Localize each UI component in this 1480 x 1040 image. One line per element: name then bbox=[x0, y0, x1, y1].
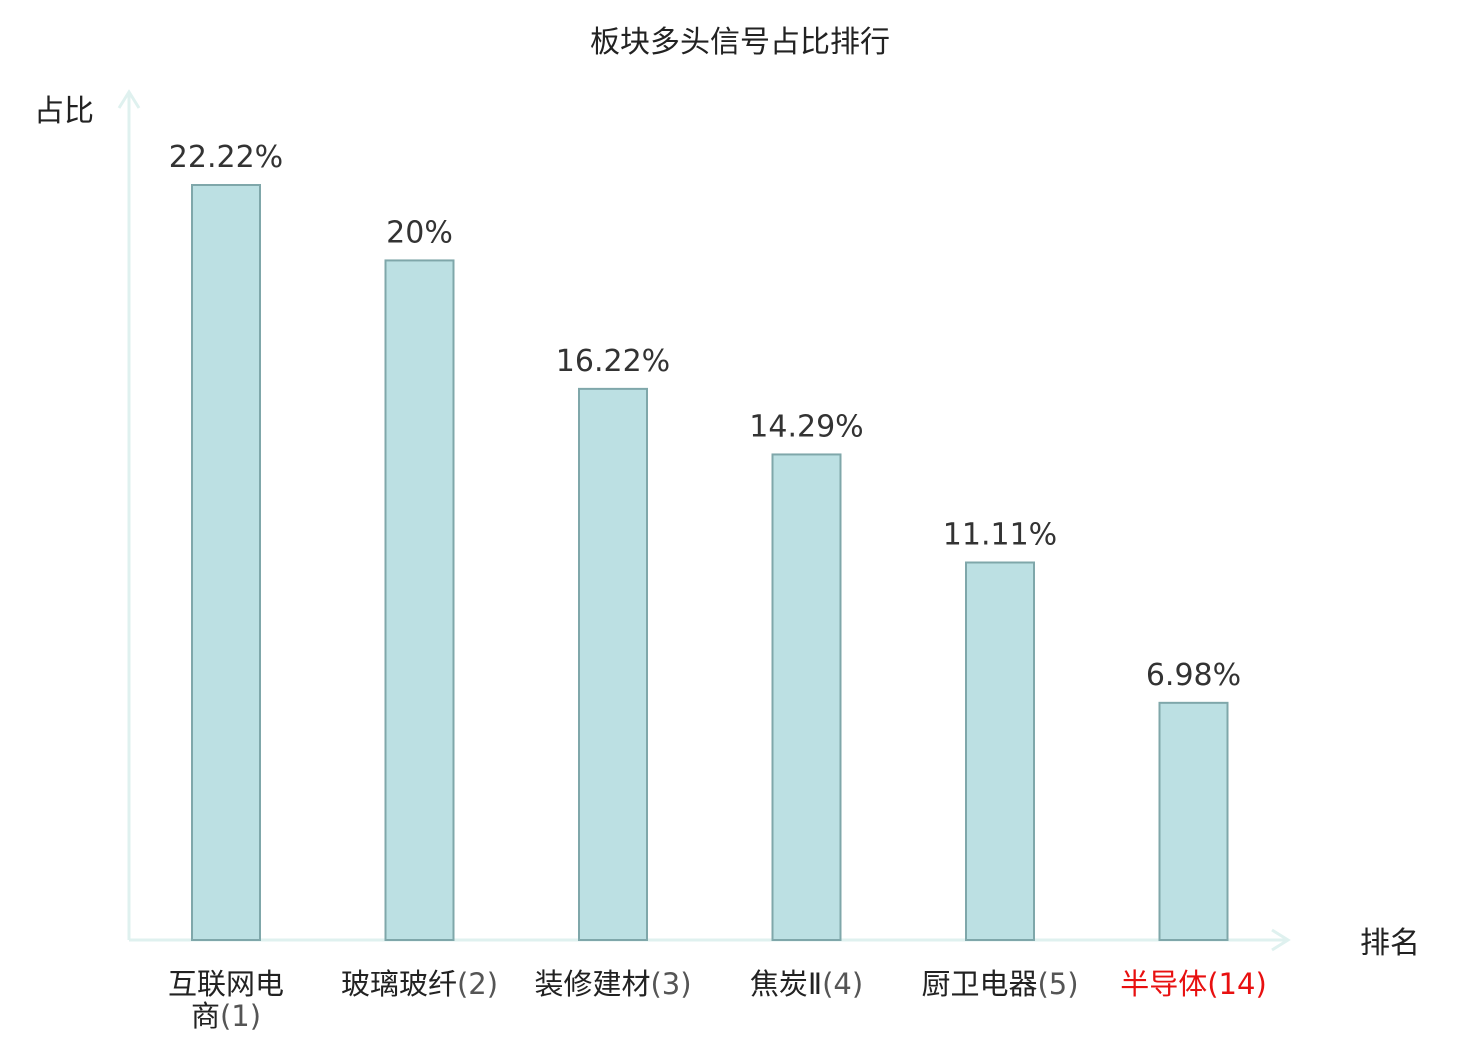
chart-title: 板块多头信号占比排行 bbox=[590, 25, 890, 60]
category-label: 半导体(14) bbox=[1120, 967, 1267, 1001]
x-axis-title: 排名 bbox=[1360, 926, 1420, 961]
value-label: 6.98% bbox=[1146, 658, 1241, 693]
bar bbox=[771, 453, 842, 941]
value-label: 16.22% bbox=[556, 344, 670, 379]
bars bbox=[191, 184, 1229, 942]
bar bbox=[384, 259, 455, 941]
bar bbox=[191, 184, 261, 941]
x-axis-arrow bbox=[1271, 928, 1291, 952]
category-label: 玻璃玻纤(2) bbox=[341, 967, 498, 1001]
value-label: 22.22% bbox=[169, 140, 283, 175]
bar bbox=[1158, 701, 1229, 942]
bar bbox=[578, 387, 648, 942]
value-label: 20% bbox=[386, 215, 453, 250]
value-label: 11.11% bbox=[943, 518, 1057, 553]
category-labels: 互联网电商(1) 玻璃玻纤(2) 装修建材(3) 焦炭Ⅱ(4) 厨卫电器(5) 半导体(1… bbox=[168, 967, 1267, 1033]
value-label: 14.29% bbox=[749, 409, 863, 444]
category-label: 互联网电商(1) bbox=[168, 967, 284, 1033]
y-axis-arrow bbox=[117, 89, 141, 109]
value-labels: 22.22% 20% 16.22% 14.29% 11.11% 6.98% bbox=[169, 140, 1241, 693]
category-label: 焦炭Ⅱ(4) bbox=[750, 967, 863, 1001]
bar bbox=[965, 561, 1035, 941]
axes bbox=[117, 89, 1291, 952]
category-label: 装修建材(3) bbox=[534, 967, 691, 1001]
y-axis-title: 占比 bbox=[34, 94, 94, 129]
category-label: 厨卫电器(5) bbox=[921, 967, 1078, 1001]
